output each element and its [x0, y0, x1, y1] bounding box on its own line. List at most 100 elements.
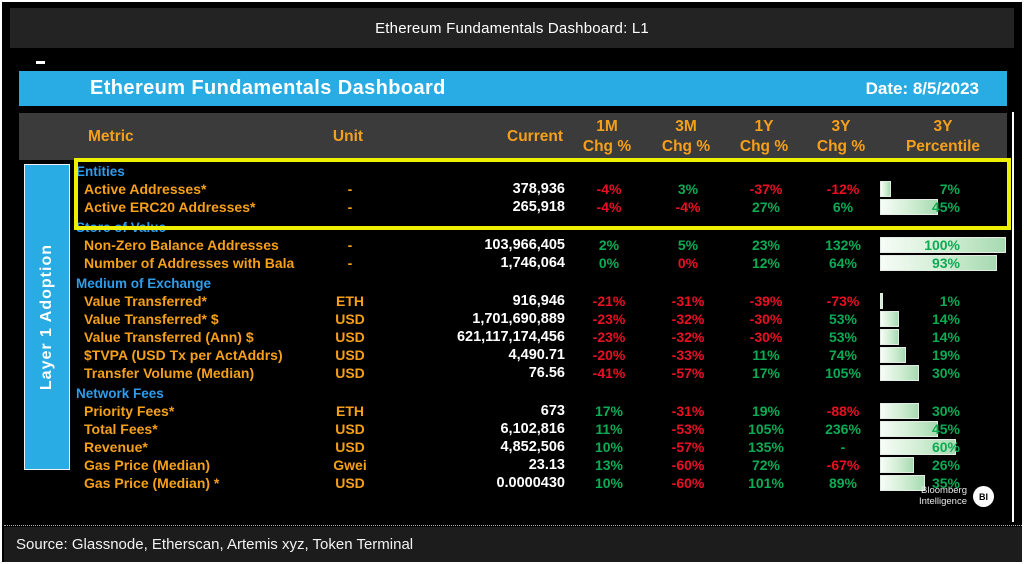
chg-3m-cell: -60% [671, 475, 705, 491]
chg-1y-cell: -37% [749, 181, 783, 197]
chg-3m-cell: -53% [671, 421, 705, 437]
chg-1m-cell: -4% [596, 181, 622, 197]
table-row: Revenue* USD 4,852,506 10% -57% 135% - 60% [21, 438, 1007, 456]
column-header-current: Current [507, 127, 563, 145]
section-title: Network Fees [76, 386, 164, 401]
chg-3m-cell: 5% [677, 237, 699, 253]
chg-3m-cell: -32% [671, 311, 705, 327]
chg-3y-cell: -12% [826, 181, 860, 197]
metric-cell: Active ERC20 Addresses* [84, 199, 256, 215]
sidebar-layer1-adoption: Layer 1 Adoption [24, 164, 70, 470]
table-body: Entities Active Addresses* -378,936 -4% 3% -3… [21, 163, 1007, 492]
chg-1m-cell: 0% [598, 255, 620, 271]
chg-1y-cell: 101% [748, 475, 784, 491]
unit-cell: USD [335, 439, 365, 455]
chg-1m-cell: -23% [592, 311, 626, 327]
chg-1m-cell: 11% [595, 421, 623, 437]
chg-1m-cell: 10% [594, 475, 624, 491]
chg-1m-cell: 13% [594, 457, 624, 473]
percentile-bar [880, 255, 998, 271]
percentile-label: 100% [924, 237, 960, 253]
chg-1y-cell: -30% [749, 311, 783, 327]
percentile-bar [880, 347, 906, 363]
column-header-percentile-top: 3Y [933, 118, 953, 136]
unit-cell: USD [335, 347, 365, 363]
column-header-1y-top: 1Y [754, 118, 774, 136]
unit-cell: USD [335, 329, 365, 345]
column-header-3y-bottom: Chg % [816, 137, 866, 155]
percentile-bar [880, 199, 938, 215]
unit-cell: - [347, 237, 353, 253]
percentile-cell: 93% [880, 254, 1022, 272]
percentile-label: 26% [931, 457, 960, 473]
window-title: Ethereum Fundamentals Dashboard: L1 [375, 19, 649, 37]
column-header-row: Metric Unit Current 1M Chg % 3M Chg % 1Y… [19, 113, 1007, 160]
chg-1m-cell: 17% [594, 403, 624, 419]
chg-3y-cell: - [840, 439, 846, 455]
percentile-label: 7% [939, 181, 960, 197]
bi-logo-icon: BI [973, 486, 994, 508]
unit-cell: - [347, 255, 353, 271]
section-title: Medium of Exchange [76, 276, 212, 291]
percentile-bar [880, 475, 926, 491]
percentile-bar [880, 439, 957, 455]
percentile-bar [880, 457, 915, 473]
highlight-box-entities [74, 158, 1011, 230]
section-title: Entities [76, 164, 125, 179]
chg-3y-cell: 132% [825, 237, 861, 253]
current-cell: 76.56 [528, 365, 565, 381]
metric-cell: Transfer Volume (Median) [84, 365, 255, 381]
chg-1y-cell: 135% [748, 439, 784, 455]
branding-line1: Bloomberg [921, 485, 967, 496]
percentile-bar [880, 311, 900, 327]
chg-3m-cell: -32% [671, 329, 705, 345]
current-cell: 621,117,174,456 [456, 329, 565, 345]
chg-1y-cell: 19% [751, 403, 781, 419]
chg-1m-cell: -23% [592, 329, 626, 345]
current-cell: 916,946 [512, 293, 565, 309]
metric-cell: Value Transferred* $ [84, 311, 219, 327]
chg-3m-cell: -57% [671, 439, 705, 455]
column-header-1m-chg: 1M Chg % [571, 113, 643, 160]
percentile-label: 35% [931, 475, 960, 491]
table-row: Value Transferred* $ USD 1,701,690,889 -23%… [21, 310, 1007, 328]
percentile-cell: 19% [880, 346, 1022, 364]
unit-cell: USD [335, 311, 365, 327]
percentile-cell: 30% [880, 402, 1022, 420]
table-row: Gas Price (Median) * USD 0.0000430 10% -60% 1… [21, 474, 1007, 492]
percentile-label: 30% [931, 403, 960, 419]
percentile-cell: 45% [880, 420, 1022, 438]
column-header-1y-chg: 1Y Chg % [728, 113, 800, 160]
column-header-1m-bottom: Chg % [582, 137, 632, 155]
column-header-3m-top: 3M [675, 118, 697, 136]
chg-1y-cell: 27% [751, 199, 781, 215]
unit-cell: - [347, 181, 353, 197]
current-cell: 1,746,064 [500, 255, 565, 271]
percentile-cell: 7% [880, 180, 1022, 198]
percentile-cell: 60% [880, 438, 1022, 456]
percentile-cell: 14% [880, 328, 1022, 346]
chg-1m-cell: -21% [592, 293, 626, 309]
current-cell: 265,918 [512, 199, 565, 215]
chg-1y-cell: 105% [748, 421, 784, 437]
bloomberg-intelligence-branding: Bloomberg Intelligence BI [919, 485, 994, 508]
chg-3y-cell: 74% [828, 347, 858, 363]
column-header-unit: Unit [332, 127, 364, 145]
chg-3y-cell: 89% [828, 475, 858, 491]
table-row: Total Fees* USD 6,102,816 11% -53% 105% 236% 45… [21, 420, 1007, 438]
current-cell: 4,490.71 [508, 347, 565, 363]
dashboard-date: Date: 8/5/2023 [865, 78, 979, 98]
table-row: $TVPA (USD Tx per ActAddrs) USD 4,490.71 -2… [21, 346, 1007, 364]
percentile-label: 1% [939, 293, 960, 309]
chg-1y-cell: -39% [749, 293, 783, 309]
chg-1y-cell: 17% [751, 365, 781, 381]
metric-cell: Gas Price (Median) [84, 457, 211, 473]
table-row: Number of Addresses with Bala - 1,746,064 0… [21, 254, 1007, 272]
chg-3m-cell: -57% [671, 365, 705, 381]
column-header-1m-top: 1M [596, 118, 618, 136]
unit-cell: Gwei [333, 457, 367, 473]
unit-cell: ETH [336, 293, 364, 309]
source-bar: Source: Glassnode, Etherscan, Artemis xy… [4, 527, 1022, 562]
chg-3y-cell: -88% [826, 403, 860, 419]
current-cell: 4,852,506 [500, 439, 565, 455]
